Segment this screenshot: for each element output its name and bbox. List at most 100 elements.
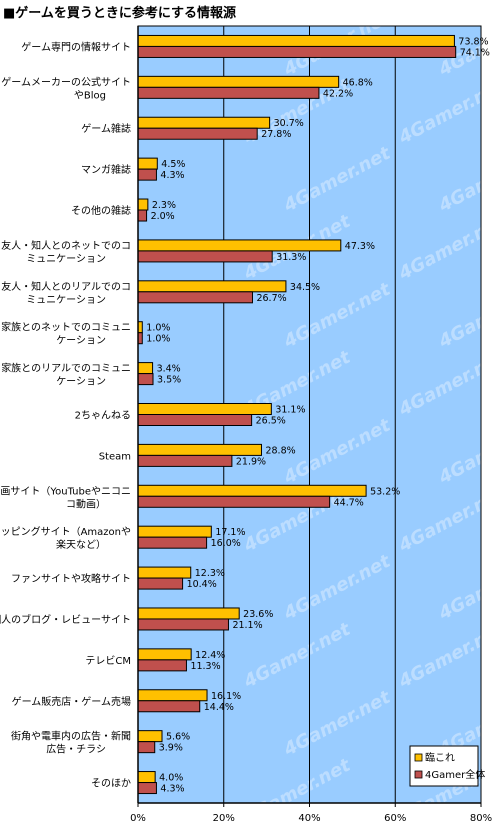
category-label: 家族とのリアルでのコミュニ xyxy=(1,362,131,375)
bar-rinkore xyxy=(137,239,342,252)
data-label: 17.1% xyxy=(215,527,245,538)
bar-rinkore xyxy=(137,771,156,784)
category-label: 友人・知人とのリアルでのコ xyxy=(1,280,131,293)
bar-rinkore xyxy=(137,116,271,129)
bar-rinkore xyxy=(137,566,192,579)
data-label: 3.4% xyxy=(157,364,181,375)
data-label: 34.5% xyxy=(290,282,320,293)
category-label: ゲームメーカーの公式サイト xyxy=(1,75,131,88)
legend-box xyxy=(409,745,479,787)
data-label: 2.0% xyxy=(151,211,175,222)
category-label: 動画サイト（YouTubeやニコニ xyxy=(0,484,131,497)
data-label: 44.7% xyxy=(334,497,364,508)
category-label: Steam xyxy=(99,451,131,462)
category-label: ゲーム販売店・ゲーム売場 xyxy=(12,695,131,708)
category-label: 友人・知人とのネットでのコ xyxy=(1,239,131,252)
category-label: ショッピングサイト（Amazonや xyxy=(0,525,131,538)
category-label: ミュニケーション xyxy=(26,294,106,306)
data-label: 12.4% xyxy=(195,650,225,661)
legend: 臨これ 4Gamer全体 xyxy=(409,745,485,787)
category-label: やBlog xyxy=(74,89,106,101)
data-label: 14.4% xyxy=(204,702,234,713)
bar-4gamer xyxy=(137,373,154,386)
x-tick-label: 40% xyxy=(298,813,320,824)
bar-4gamer xyxy=(137,454,233,467)
data-label: 47.3% xyxy=(345,241,375,252)
bar-rinkore xyxy=(137,484,367,497)
category-label: コ動画） xyxy=(66,497,106,510)
data-label: 27.8% xyxy=(261,129,291,140)
bar-4gamer xyxy=(137,250,273,263)
bar-4gamer xyxy=(137,659,187,672)
bar-rinkore xyxy=(137,607,240,620)
bar-4gamer xyxy=(137,495,331,508)
category-label: ファンサイトや攻略サイト xyxy=(11,572,131,585)
bar-4gamer xyxy=(137,536,208,549)
data-label: 42.2% xyxy=(323,88,353,99)
x-tick-label: 20% xyxy=(213,813,235,824)
bar-4gamer xyxy=(137,45,457,58)
bar-rinkore xyxy=(137,75,340,88)
category-label: 楽天など） xyxy=(56,538,106,551)
data-label: 30.7% xyxy=(274,118,304,129)
x-tick-label: 60% xyxy=(384,813,406,824)
bar-rinkore xyxy=(137,157,158,170)
category-label: 街角や電車内の広告・新聞 xyxy=(11,730,131,743)
category-label: ケーション xyxy=(56,335,106,347)
data-label: 28.8% xyxy=(265,445,295,456)
bar-rinkore xyxy=(137,403,272,415)
data-label: 46.8% xyxy=(343,77,373,88)
bar-4gamer xyxy=(137,168,157,181)
category-label: その他の雑誌 xyxy=(71,204,131,217)
data-label: 1.0% xyxy=(146,323,170,334)
bar-rinkore xyxy=(137,198,149,211)
bar-4gamer xyxy=(137,618,229,631)
bar-4gamer xyxy=(137,700,201,713)
data-label: 26.7% xyxy=(256,293,286,304)
data-label: 4.5% xyxy=(161,159,185,170)
bar-4gamer xyxy=(137,414,253,426)
bar-rinkore xyxy=(137,443,262,456)
data-label: 74.1% xyxy=(460,47,490,58)
data-label: 21.9% xyxy=(236,456,266,467)
data-label: 10.4% xyxy=(187,579,217,590)
category-label: ゲーム専門の情報サイト xyxy=(21,40,131,53)
data-label: 16.1% xyxy=(211,691,241,702)
data-label: 53.2% xyxy=(370,486,400,497)
category-label: 2ちゃんねる xyxy=(75,410,131,422)
bar-rinkore xyxy=(137,362,154,375)
bar-4gamer xyxy=(137,741,156,754)
legend-label: 臨これ xyxy=(425,751,455,764)
category-label: そのほか xyxy=(91,778,131,790)
bar-rinkore xyxy=(137,280,287,293)
data-label: 4.3% xyxy=(160,170,184,181)
bar-4gamer xyxy=(137,209,148,222)
data-label: 31.1% xyxy=(275,405,305,416)
category-label: ゲーム雑誌 xyxy=(81,122,131,135)
legend-swatch xyxy=(414,770,423,779)
data-label: 31.3% xyxy=(276,252,306,263)
category-label: 広告・チラシ xyxy=(46,743,106,756)
category-label: マンガ雑誌 xyxy=(81,163,131,176)
data-label: 73.8% xyxy=(458,36,488,47)
data-label: 3.9% xyxy=(159,743,183,754)
data-label: 21.1% xyxy=(232,620,262,631)
data-label: 26.5% xyxy=(256,416,286,427)
data-label: 23.6% xyxy=(243,609,273,620)
chart-title: ■ゲームを買うときに参考にする情報源 xyxy=(3,6,237,21)
bar-4gamer xyxy=(137,127,258,140)
bar-4gamer xyxy=(137,291,253,304)
bar-rinkore xyxy=(137,648,192,661)
data-label: 4.3% xyxy=(160,784,184,795)
category-label: 家族とのネットでのコミュニ xyxy=(1,321,131,334)
bar-rinkore xyxy=(137,730,163,743)
legend-label: 4Gamer全体 xyxy=(425,768,485,781)
bar-4gamer xyxy=(137,577,184,590)
data-label: 5.6% xyxy=(166,732,190,743)
data-label: 4.0% xyxy=(159,773,183,784)
data-label: 1.0% xyxy=(146,334,170,345)
bar-rinkore xyxy=(137,689,208,702)
bar-rinkore xyxy=(137,525,212,538)
x-tick-label: 0% xyxy=(130,813,146,824)
